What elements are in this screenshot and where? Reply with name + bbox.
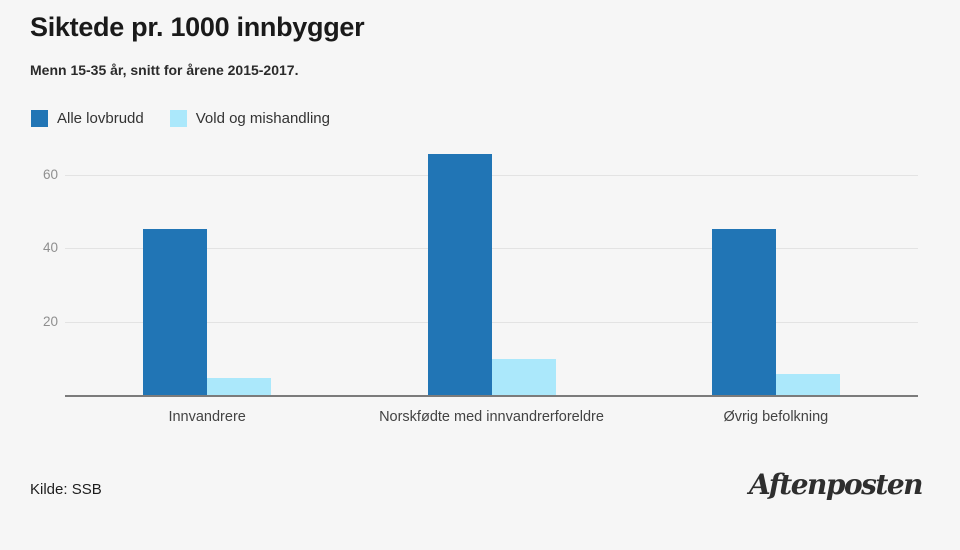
x-axis-category-label: Øvrig befolkning	[723, 409, 829, 425]
bar-series2-group3	[775, 373, 840, 396]
gridline-40	[65, 248, 918, 250]
gridline-60	[65, 174, 918, 176]
gridline-20	[65, 321, 918, 323]
y-axis-tick-label: 40	[42, 240, 58, 256]
x-axis-category-label: Innvandrere	[168, 409, 246, 425]
bar-series1-group2	[427, 153, 492, 396]
legend-item-2: Vold og mishandling	[169, 110, 330, 127]
legend-label: Vold og mishandling	[195, 110, 330, 127]
bar-series2-group2	[491, 359, 556, 396]
bar-series2-group1	[207, 377, 272, 396]
y-axis-tick-label: 60	[42, 166, 58, 182]
legend-item-1: Alle lovbrudd	[31, 110, 144, 127]
bar-series1-group3	[711, 228, 776, 396]
bar-series1-group1	[143, 228, 208, 396]
y-axis-tick-label: 20	[42, 313, 58, 329]
legend-label: Alle lovbrudd	[57, 110, 144, 127]
plot-area	[65, 150, 918, 397]
brand-logo: Aftenposten	[748, 468, 924, 501]
legend-swatch-icon	[31, 110, 48, 127]
chart-title: Siktede pr. 1000 innbygger	[30, 12, 365, 42]
x-axis-line	[65, 395, 918, 397]
chart-subtitle: Menn 15-35 år, snitt for årene 2015-2017…	[30, 62, 299, 78]
legend-swatch-icon	[169, 110, 187, 127]
legend: Alle lovbrudd Vold og mishandling	[31, 110, 330, 127]
source-label: Kilde: SSB	[30, 481, 102, 498]
x-axis-category-label: Norskfødte med innvandrerforeldre	[379, 409, 604, 425]
